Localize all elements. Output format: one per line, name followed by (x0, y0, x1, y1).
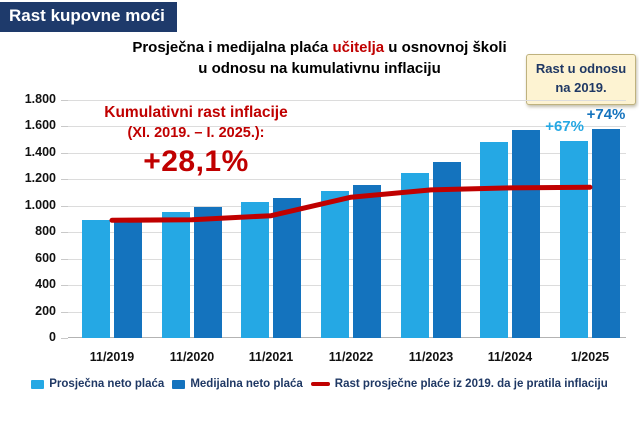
page-title-text: Rast kupovne moći (9, 6, 165, 25)
bar-medijalna-1/2025 (592, 129, 620, 338)
x-axis-label-11/2024: 11/2024 (487, 350, 533, 364)
y-axis-tick-mark (61, 179, 68, 181)
y-axis-tick-mark (61, 126, 68, 128)
gridline-1600 (68, 126, 626, 128)
legend-item-label: Rast prosječne plaće iz 2019. da je prat… (334, 378, 608, 390)
y-axis-tick-mark (61, 338, 68, 339)
chart-title: Prosječna i medijalna plaća učitelja u o… (30, 38, 609, 79)
growth-note-line2: na 2019. (555, 79, 607, 95)
page-title: Rast kupovne moći (0, 2, 177, 32)
y-axis-tick-label: 200 (35, 303, 56, 318)
y-axis-tick-label: 1.000 (24, 197, 56, 212)
y-axis-tick-mark (61, 285, 68, 287)
inflation-line (109, 184, 593, 223)
legend-item-inflation-line: Rast prosječne plaće iz 2019. da je prat… (310, 378, 608, 390)
bar-prosjecna-11/2019 (82, 220, 110, 338)
legend-item-label: Prosječna neto plaća (49, 378, 165, 390)
bar-medijalna-11/2019 (114, 217, 142, 338)
chart-title-highlight: učitelja (332, 39, 385, 56)
bar-medijalna-11/2020 (194, 207, 222, 338)
legend-item-label: Medijalna neto plaća (190, 378, 303, 390)
y-axis-tick-label: 0 (49, 330, 56, 344)
y-axis-tick-label: 600 (35, 250, 56, 265)
y-axis-tick-label: 400 (35, 277, 56, 292)
inflation-annotation: Kumulativni rast inflacije (XI. 2019. – … (76, 104, 316, 179)
y-axis-tick-label: 1.200 (24, 171, 56, 186)
chart-title-line1: Prosječna i medijalna plaća učitelja u o… (132, 39, 507, 56)
y-axis-tick-mark (61, 205, 68, 207)
growth-label-+74%: +74% (586, 106, 626, 124)
legend-item-medijalna-neto-pla-a: Medijalna neto plaća (172, 378, 303, 390)
growth-note-line1: Rast u odnosu (535, 61, 627, 76)
legend-line-swatch-icon (310, 382, 330, 386)
chart-plot-area (68, 100, 630, 338)
x-axis-label-1/2025: 1/2025 (570, 350, 610, 364)
bar-prosjecna-11/2021 (241, 201, 269, 338)
bar-prosjecna-11/2020 (162, 212, 190, 338)
growth-label-+67%: +67% (545, 117, 584, 135)
x-axis-label-11/2022: 11/2022 (328, 350, 374, 364)
legend-item-prosje-na-neto-pla-a: Prosječna neto plaća (31, 378, 164, 390)
gridline-1200 (68, 179, 626, 181)
x-axis-label-11/2019: 11/2019 (89, 350, 135, 364)
y-axis-tick-label: 800 (35, 224, 56, 239)
legend-square-swatch-icon (31, 379, 45, 389)
chart-legend: Prosječna neto plaća Medijalna neto plaća… (0, 378, 639, 390)
y-axis-tick-mark (61, 100, 68, 101)
y-axis-tick-label: 1.800 (24, 92, 56, 106)
bar-medijalna-11/2024 (512, 130, 540, 338)
y-axis-tick-label: 1.400 (24, 144, 56, 159)
bar-prosjecna-1/2025 (560, 140, 588, 338)
inflation-annotation-title: Kumulativni rast inflacije (104, 104, 288, 121)
gridline-1400 (68, 152, 626, 154)
bar-prosjecna-11/2022 (321, 191, 349, 338)
inflation-annotation-value: +28,1% (143, 145, 249, 178)
bar-medijalna-11/2022 (353, 184, 381, 338)
bar-medijalna-11/2021 (273, 197, 301, 338)
y-axis-tick-mark (61, 258, 68, 260)
inflation-annotation-period: (XI. 2019. – I. 2025.): (127, 125, 265, 141)
bar-prosjecna-11/2024 (480, 142, 508, 338)
y-axis-tick-mark (61, 232, 68, 234)
gridline-1800 (68, 100, 626, 101)
y-axis-tick-mark (61, 152, 68, 154)
growth-note-box: Rast u odnosu na 2019. (526, 54, 636, 105)
x-axis-label-11/2020: 11/2020 (169, 350, 215, 364)
x-axis-label-11/2021: 11/2021 (248, 350, 294, 364)
chart-title-line2: u odnosu na kumulativnu inflaciju (198, 59, 441, 77)
legend-square-swatch-icon (172, 379, 186, 389)
y-axis-tick-mark (61, 311, 68, 313)
y-axis-tick-label: 1.600 (24, 118, 56, 133)
bar-prosjecna-11/2023 (401, 172, 429, 338)
x-axis-label-11/2023: 11/2023 (408, 350, 454, 364)
